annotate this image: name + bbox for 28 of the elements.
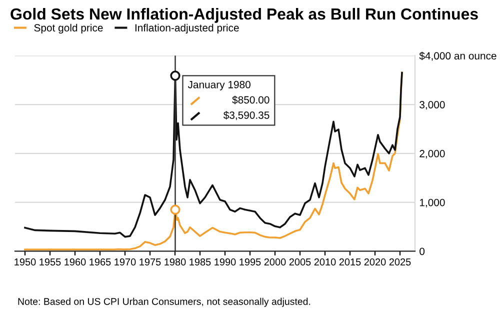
x-tick-label: 2010: [314, 258, 336, 266]
x-tick-label: 1990: [214, 258, 236, 266]
x-tick-label: 2020: [364, 258, 386, 266]
x-tick-label: 1960: [64, 258, 86, 266]
x-tick-label: 2025: [389, 258, 411, 266]
y-tick-label: 2,000: [420, 150, 445, 159]
annotation: $850.00: [232, 96, 270, 104]
x-tick-label: 2005: [289, 258, 311, 266]
annotation: $3,590.35: [223, 111, 270, 120]
legend-label: Spot gold price: [34, 24, 103, 34]
x-tick-label: 1965: [90, 258, 111, 266]
chart-title: Gold Sets New Inflation-Adjusted Peak as Bull Run Continues: [10, 8, 478, 23]
y-tick-label: 0: [420, 248, 425, 256]
x-tick-label: 1975: [140, 258, 161, 266]
x-tick-label: 1980: [164, 258, 186, 266]
x-tick-label: 1970: [114, 258, 136, 266]
legend-label: Inflation-adjusted price: [135, 24, 239, 34]
x-tick-label: 2015: [339, 258, 361, 266]
y-tick-label: 1,000: [420, 198, 445, 208]
x-tick-label: 1995: [240, 258, 261, 266]
x-tick-label: 1985: [190, 258, 211, 266]
text: Note: Based on US CPI Urban Consumers, not seasonally adjusted.: [18, 298, 310, 307]
x-tick-label: 2000: [264, 258, 286, 266]
x-tick-label: 1950: [14, 258, 36, 266]
x-tick-label: 1955: [40, 258, 61, 266]
y-tick-label: 3,000: [420, 101, 445, 110]
ref-line-label: January 1980: [188, 80, 250, 90]
y-tick-label: $4,000 an ounce: [419, 52, 496, 61]
